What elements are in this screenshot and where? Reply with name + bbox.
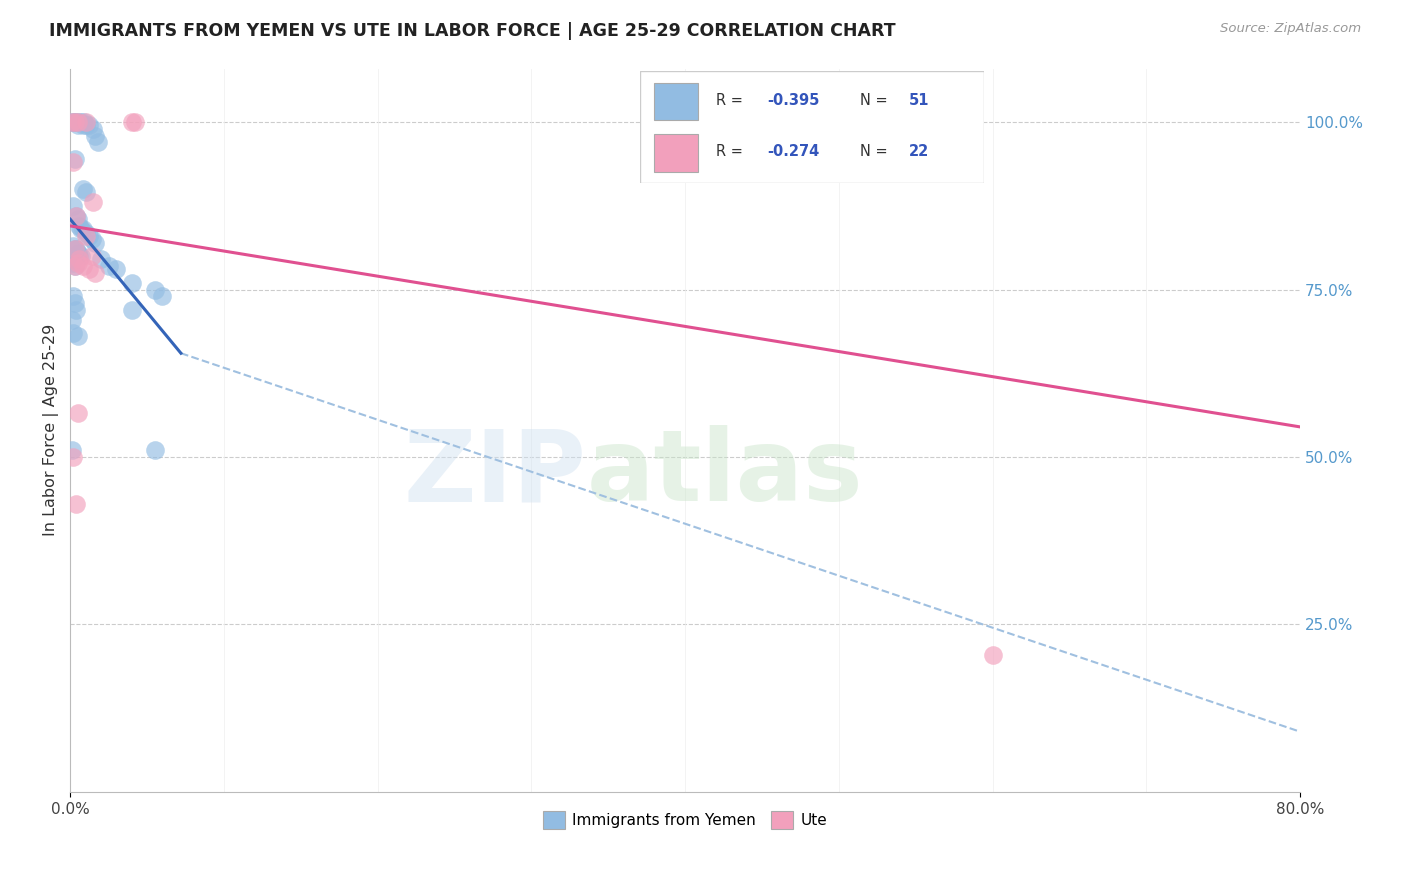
Point	[69, 219, 91, 233]
Point	[143, 283, 166, 297]
Point	[83, 128, 105, 143]
Point	[65, 209, 87, 223]
Point	[75, 115, 97, 129]
Point	[66, 407, 89, 421]
Point	[87, 135, 110, 149]
Point	[66, 212, 89, 227]
Point	[63, 152, 86, 166]
Point	[69, 249, 91, 263]
Point	[981, 648, 1004, 662]
Point	[62, 239, 84, 253]
Point	[152, 289, 174, 303]
Point	[97, 259, 120, 273]
Point	[60, 115, 83, 129]
Point	[63, 243, 86, 257]
Point	[66, 256, 89, 270]
Point	[62, 115, 84, 129]
Point	[75, 119, 97, 133]
Point	[83, 266, 105, 280]
Point	[82, 121, 104, 136]
Point	[62, 326, 84, 340]
Point	[105, 262, 128, 277]
Point	[82, 195, 104, 210]
Point	[80, 249, 103, 263]
Point	[83, 235, 105, 250]
Point	[121, 276, 143, 290]
Point	[75, 229, 97, 244]
Point	[70, 115, 93, 129]
Point	[72, 222, 94, 236]
Point	[70, 249, 93, 263]
Point	[69, 115, 91, 129]
Point	[60, 312, 83, 326]
Point	[66, 115, 89, 129]
FancyBboxPatch shape	[654, 83, 699, 120]
Text: atlas: atlas	[586, 425, 863, 522]
FancyBboxPatch shape	[640, 71, 984, 183]
Point	[70, 222, 93, 236]
Point	[77, 262, 100, 277]
Point	[60, 443, 83, 458]
Point	[121, 115, 143, 129]
Point	[65, 115, 87, 129]
Text: ZIP: ZIP	[404, 425, 586, 522]
Point	[72, 182, 94, 196]
Point	[72, 119, 94, 133]
Point	[75, 186, 97, 200]
Text: R =: R =	[716, 93, 747, 108]
Point	[77, 119, 100, 133]
Point	[73, 115, 96, 129]
Text: N =: N =	[860, 145, 893, 159]
Point	[63, 296, 86, 310]
Point	[65, 243, 87, 257]
Point	[72, 259, 94, 273]
Text: 51: 51	[908, 93, 929, 108]
Point	[65, 209, 87, 223]
Text: -0.274: -0.274	[768, 145, 820, 159]
Point	[66, 119, 89, 133]
Point	[60, 115, 83, 129]
Text: Source: ZipAtlas.com: Source: ZipAtlas.com	[1220, 22, 1361, 36]
Text: R =: R =	[716, 145, 747, 159]
Point	[62, 199, 84, 213]
Point	[63, 243, 86, 257]
Point	[63, 115, 86, 129]
Point	[63, 259, 86, 273]
Point	[65, 302, 87, 317]
Point	[60, 252, 83, 267]
Point	[62, 256, 84, 270]
Point	[124, 115, 146, 129]
Point	[80, 232, 103, 246]
FancyBboxPatch shape	[654, 134, 699, 171]
Point	[62, 450, 84, 464]
Text: N =: N =	[860, 93, 893, 108]
Text: -0.395: -0.395	[768, 93, 820, 108]
Y-axis label: In Labor Force | Age 25-29: In Labor Force | Age 25-29	[44, 324, 59, 536]
Point	[90, 252, 112, 267]
Point	[62, 155, 84, 169]
Point	[65, 497, 87, 511]
Point	[69, 252, 91, 267]
Point	[66, 245, 89, 260]
Text: 22: 22	[908, 145, 929, 159]
Point	[75, 226, 97, 240]
Point	[121, 302, 143, 317]
Point	[62, 289, 84, 303]
Point	[63, 259, 86, 273]
Text: IMMIGRANTS FROM YEMEN VS UTE IN LABOR FORCE | AGE 25-29 CORRELATION CHART: IMMIGRANTS FROM YEMEN VS UTE IN LABOR FO…	[49, 22, 896, 40]
Point	[63, 115, 86, 129]
Point	[143, 443, 166, 458]
Point	[77, 229, 100, 244]
Point	[66, 329, 89, 343]
Legend: Immigrants from Yemen, Ute: Immigrants from Yemen, Ute	[537, 805, 834, 835]
